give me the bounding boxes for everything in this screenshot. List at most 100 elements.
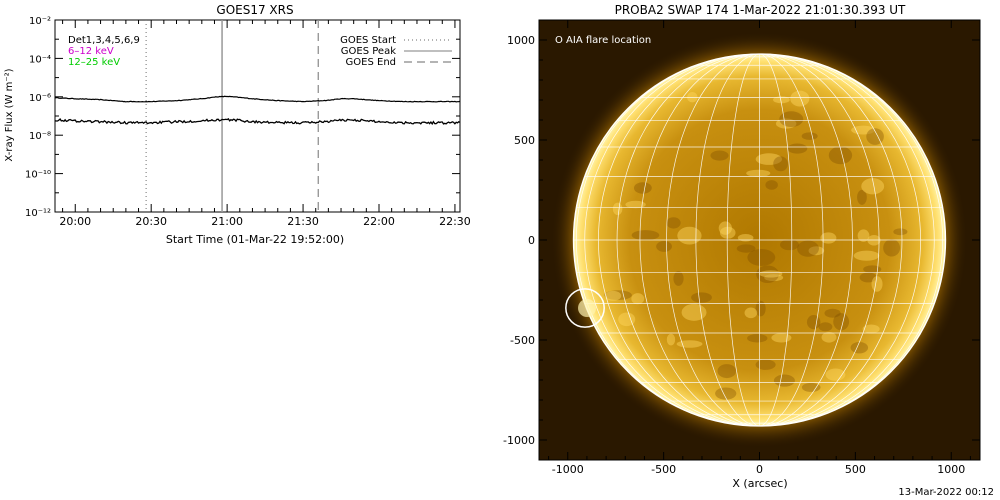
sun-texture-blob — [677, 226, 702, 245]
sun-texture-blob — [790, 90, 810, 107]
sun-texture-blob — [863, 265, 882, 274]
goes-xtick-label: 21:30 — [287, 215, 319, 228]
swap-annotation: O AIA flare location — [555, 35, 651, 46]
sun-texture-blob — [633, 182, 652, 194]
grid-longitude-line — [759, 53, 903, 427]
sun-texture-blob — [828, 146, 853, 165]
goes-series — [54, 95, 461, 126]
goes-xtick-label: 22:00 — [363, 215, 395, 228]
goes-series-line — [54, 117, 461, 126]
goes-xtick-label: 20:00 — [59, 215, 91, 228]
sun-texture-blob — [605, 290, 622, 301]
swap-x-axis-label: X (arcsec) — [732, 477, 787, 490]
sun-texture-blob — [676, 340, 703, 348]
goes-ytick-label: 10⁻² — [29, 16, 51, 27]
sun-texture-blob — [755, 153, 783, 165]
sun-texture-blob — [857, 229, 870, 242]
grid-longitude-line — [584, 53, 760, 427]
sun-texture-blob — [746, 169, 771, 177]
goes-ytick-label: 10⁻⁴ — [29, 54, 51, 65]
grid-longitude-line — [759, 53, 824, 427]
swap-solar-image-plot: PROBA2 SWAP 174 1-Mar-2022 21:01:30.393 … — [503, 3, 981, 490]
sun-texture-blob — [717, 364, 737, 379]
sun-texture-blob — [771, 333, 792, 343]
sun-texture-blob — [756, 265, 779, 284]
flare-location-marker — [565, 288, 605, 328]
sun-texture-blob — [824, 308, 841, 318]
sun-texture-blob — [857, 189, 867, 205]
sun-texture-blob — [631, 230, 660, 241]
goes-xtick-label: 21:00 — [211, 215, 243, 228]
grid-longitude-line — [726, 53, 760, 427]
heliographic-grid — [573, 53, 946, 427]
grid-longitude-line — [639, 53, 760, 427]
sun-texture-blob — [764, 274, 784, 282]
sun-texture-blob — [773, 374, 795, 387]
sun-texture-blob — [666, 333, 676, 346]
goes-series-line — [54, 95, 461, 103]
sun-texture-blob — [710, 150, 729, 161]
grid-longitude-line — [759, 53, 921, 427]
sun-texture-blob — [719, 226, 736, 239]
sun-texture-blob — [765, 180, 778, 190]
sun-texture-blob — [797, 240, 819, 257]
sun-texture-blob — [866, 128, 884, 145]
goes-legend-right-item: GOES Peak — [341, 46, 396, 57]
goes-axes-frame — [54, 19, 461, 213]
sun-texture-blob — [818, 322, 833, 332]
sun-texture-blob — [744, 307, 758, 319]
sun-texture-blob — [883, 239, 901, 257]
goes-xtick-label: 22:30 — [439, 215, 471, 228]
sun-texture-blob — [779, 111, 804, 128]
swap-ytick-label: 500 — [514, 134, 535, 147]
goes-legend-left-item: 6–12 keV — [68, 46, 114, 57]
sun-texture-blob — [775, 118, 797, 129]
swap-ytick-label: -1000 — [503, 434, 535, 447]
swap-xtick-label: 1000 — [937, 463, 965, 476]
sun-texture-blob — [656, 240, 672, 252]
flare-bright-region — [578, 299, 597, 317]
goes-ytick-label: 10⁻⁸ — [29, 131, 51, 142]
sun-texture-blob — [681, 303, 707, 321]
sun-texture-blob — [604, 290, 632, 301]
swap-xtick-label: -500 — [651, 463, 676, 476]
sun-texture-blob — [825, 368, 846, 381]
sun-texture-blob — [853, 250, 880, 261]
goes-x-axis-label: Start Time (01-Mar-22 19:52:00) — [166, 233, 344, 246]
sun-texture-blob — [859, 272, 877, 283]
sun-texture-blob — [612, 202, 623, 216]
goes-plot-title: GOES17 XRS — [216, 3, 293, 17]
sun-texture-blob — [755, 359, 776, 370]
sun-texture-blob — [820, 232, 837, 244]
sun-texture-blob — [833, 313, 850, 331]
swap-ytick-label: 0 — [528, 234, 535, 247]
swap-axes: -1000 -500 0 500 1000 1000 500 0 -500 -1000 — [503, 20, 980, 476]
grid-longitude-line — [759, 53, 935, 427]
sun-texture-blob — [871, 276, 883, 292]
sun-texture-blob — [747, 334, 768, 343]
swap-xtick-label: 0 — [756, 463, 763, 476]
goes-legend-left-item: Det1,3,4,5,6,9 — [68, 35, 140, 46]
sun-texture-blob — [691, 292, 712, 303]
sun-limb-outline — [572, 53, 947, 427]
sun-texture-blob — [759, 270, 783, 278]
grid-longitude-line — [759, 53, 880, 427]
goes-axes: 10⁻¹² 10⁻¹⁰ 10⁻⁸ 10⁻⁶ 10⁻⁴ 10⁻² 20:00 20:30 21:0… — [25, 16, 471, 228]
sun-texture-blob — [631, 293, 645, 305]
sun-texture-blob — [773, 96, 790, 104]
sun-texture-blob — [861, 178, 885, 195]
grid-longitude-line — [616, 53, 760, 427]
sun-texture-blob — [718, 221, 732, 235]
sun-texture-blob — [666, 217, 681, 229]
sun-texture-blob — [673, 271, 684, 286]
goes-legend-left-item: 12–25 keV — [68, 57, 120, 68]
goes-ytick-label: 10⁻¹² — [25, 208, 51, 219]
sun-texture-blob — [715, 387, 737, 400]
sun-texture-blob — [850, 341, 869, 354]
grid-longitude-line — [695, 53, 760, 427]
sun-texture-blob — [893, 228, 908, 236]
goes-event-lines — [145, 20, 319, 212]
sun-texture-blob — [773, 156, 788, 172]
sun-texture-blob — [806, 314, 821, 330]
